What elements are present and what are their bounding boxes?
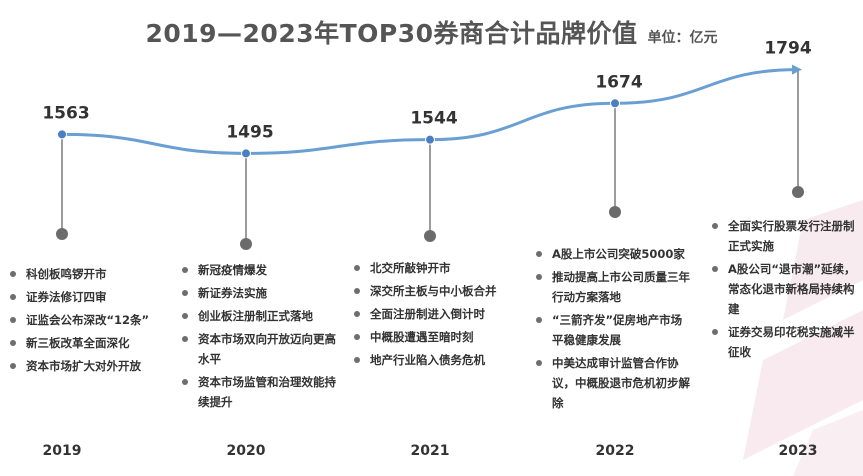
data-point	[610, 98, 620, 109]
year-label: 2023	[779, 443, 818, 459]
year-label: 2021	[411, 443, 450, 459]
year-label: 2022	[596, 443, 635, 459]
data-point	[57, 129, 67, 140]
value-label: 1674	[595, 72, 642, 92]
event-item: A股上市公司突破5000家	[534, 244, 692, 264]
year-label: 2019	[43, 443, 82, 459]
event-item: 地产行业陷入债务危机	[352, 350, 512, 370]
stem-dot	[609, 206, 621, 218]
value-label: 1495	[226, 122, 273, 142]
event-list-2023: 全面实行股票发行注册制正式实施 A股公司“退市潮”延续，常态化退市新格局持续构建证…	[710, 216, 858, 365]
event-list-2019: 科创板鸣锣开市 证券法修订四审 证监会公布深改“12条” 新三板改革全面深化 资本市场扩…	[8, 264, 178, 379]
event-item: 证券法修订四审	[8, 287, 178, 307]
title-text: 2019—2023年TOP30券商合计品牌价值	[145, 19, 638, 48]
event-item: 全面实行股票发行注册制正式实施	[710, 216, 858, 256]
value-label: 1563	[42, 103, 89, 123]
event-item: 资本市场双向开放迈向更高水平	[180, 329, 340, 369]
event-list-2022: A股上市公司突破5000家推动提高上市公司质量三年行动方案落地 “三箭齐发”促房地…	[534, 244, 692, 416]
value-label: 1794	[764, 39, 811, 59]
value-label: 1544	[410, 109, 457, 129]
event-item: 新三板改革全面深化	[8, 333, 178, 353]
event-item: 证监会公布深改“12条”	[8, 310, 178, 330]
event-item: 资本市场扩大对外开放	[8, 356, 178, 376]
stem-dot	[56, 228, 68, 240]
event-item: “三箭齐发”促房地产市场平稳健康发展	[534, 310, 692, 350]
event-item: 资本市场监管和治理效能持续提升	[180, 372, 340, 412]
chart-title: 2019—2023年TOP30券商合计品牌价值 单位：亿元	[0, 14, 863, 50]
year-label: 2020	[227, 443, 266, 459]
event-item: 创业板注册制正式落地	[180, 306, 340, 326]
event-item: 深交所主板与中小板合并	[352, 281, 512, 301]
event-list-2021: 北交所敲钟开市 深交所主板与中小板合并 全面注册制进入倒计时 中概股遭遇至暗时刻 地产行…	[352, 258, 512, 373]
event-item: A股公司“退市潮”延续，常态化退市新格局持续构建	[710, 259, 858, 319]
background-decoration	[743, 200, 863, 476]
event-item: 新证券法实施	[180, 283, 340, 303]
event-item: 北交所敲钟开市	[352, 258, 512, 278]
stem-dot	[792, 186, 804, 198]
data-point	[425, 134, 435, 145]
unit-label: 单位：亿元	[647, 30, 718, 46]
stem-dot	[240, 238, 252, 250]
stem-dot	[424, 230, 436, 242]
event-item: 新冠疫情爆发	[180, 260, 340, 280]
data-point	[241, 148, 251, 159]
event-item: 科创板鸣锣开市	[8, 264, 178, 284]
event-item: 中概股遭遇至暗时刻	[352, 327, 512, 347]
event-item: 全面注册制进入倒计时	[352, 304, 512, 324]
event-item: 中美达成审计监管合作协议，中概股退市危机初步解除	[534, 353, 692, 413]
event-item: 证券交易印花税实施减半征收	[710, 322, 858, 362]
event-item: 推动提高上市公司质量三年行动方案落地	[534, 267, 692, 307]
event-list-2020: 新冠疫情爆发 新证券法实施 创业板注册制正式落地资本市场双向开放迈向更高水平 资本市场…	[180, 260, 340, 415]
